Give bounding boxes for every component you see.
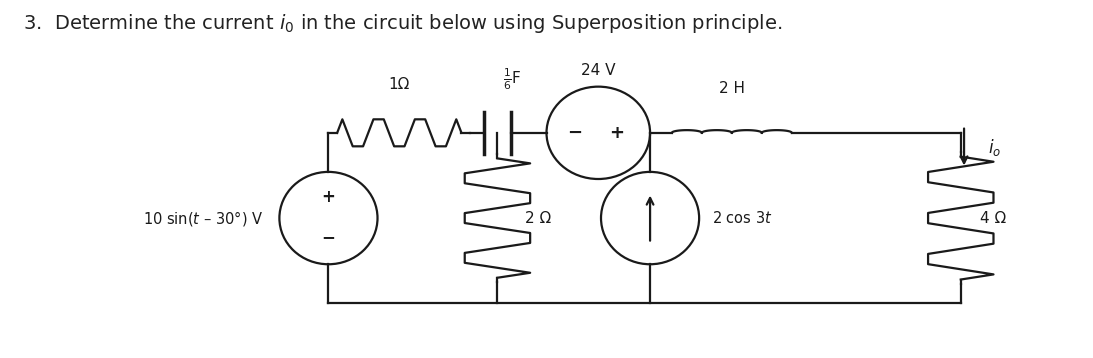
Text: 3.  Determine the current $i_0$ in the circuit below using Superposition princip: 3. Determine the current $i_0$ in the ci… [23, 12, 783, 35]
Text: 2 Ω: 2 Ω [525, 211, 551, 226]
Text: 1Ω: 1Ω [389, 77, 410, 92]
Text: $i_o$: $i_o$ [988, 136, 1001, 158]
Text: 10 sin($t$ – 30°) V: 10 sin($t$ – 30°) V [142, 209, 263, 228]
Text: −: − [567, 124, 583, 142]
Text: +: + [609, 124, 624, 142]
Text: 2 H: 2 H [719, 81, 744, 96]
Text: +: + [321, 188, 336, 206]
Text: 2 cos 3$t$: 2 cos 3$t$ [713, 210, 773, 226]
Text: 24 V: 24 V [581, 63, 615, 78]
Text: $\frac{1}{6}$F: $\frac{1}{6}$F [503, 66, 521, 92]
Text: 4 Ω: 4 Ω [980, 211, 1007, 226]
Text: −: − [321, 228, 336, 246]
